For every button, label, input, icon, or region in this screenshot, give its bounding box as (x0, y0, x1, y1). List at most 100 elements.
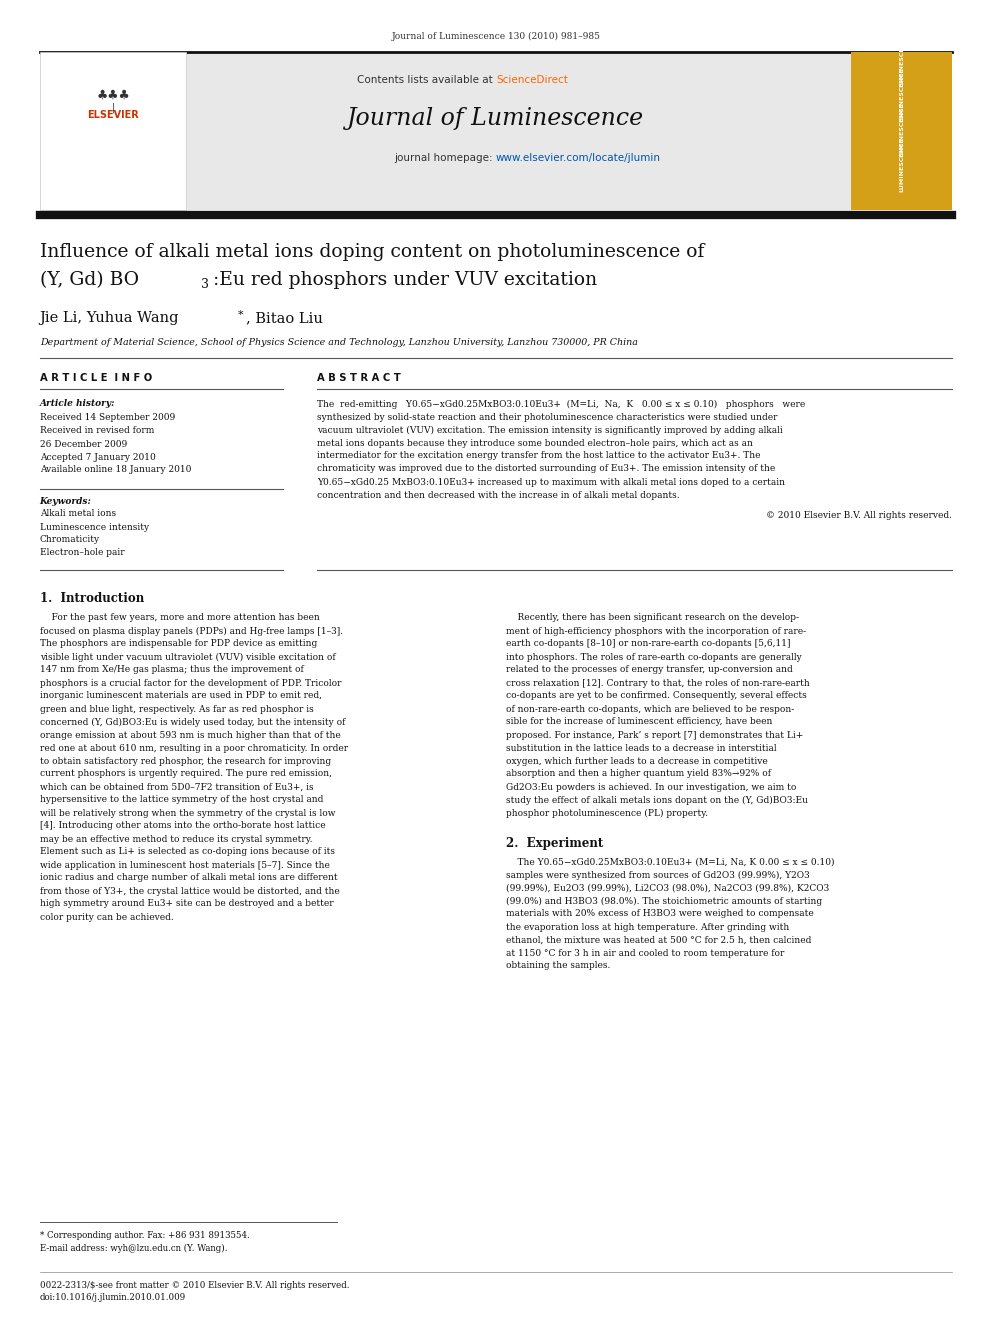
Text: study the effect of alkali metals ions dopant on the (Y, Gd)BO3:Eu: study the effect of alkali metals ions d… (506, 795, 807, 804)
Text: metal ions dopants because they introduce some bounded electron–hole pairs, whic: metal ions dopants because they introduc… (317, 438, 753, 447)
Bar (851, 52, 952, 210)
Bar (40, 52, 186, 210)
Text: A B S T R A C T: A B S T R A C T (317, 373, 401, 382)
Text: ELSEVIER: ELSEVIER (87, 110, 139, 120)
Text: to obtain satisfactory red phosphor, the research for improving: to obtain satisfactory red phosphor, the… (40, 757, 330, 766)
Text: ionic radius and charge number of alkali metal ions are different: ionic radius and charge number of alkali… (40, 873, 337, 882)
Text: Received 14 September 2009: Received 14 September 2009 (40, 414, 175, 422)
Text: |: | (111, 103, 115, 114)
Text: the evaporation loss at high temperature. After grinding with: the evaporation loss at high temperature… (506, 922, 790, 931)
Bar (40, 52, 889, 210)
Text: 147 nm from Xe/He gas plasma; thus the improvement of: 147 nm from Xe/He gas plasma; thus the i… (40, 665, 304, 675)
Text: ment of high-efficiency phosphors with the incorporation of rare-: ment of high-efficiency phosphors with t… (506, 627, 806, 635)
Text: © 2010 Elsevier B.V. All rights reserved.: © 2010 Elsevier B.V. All rights reserved… (766, 512, 952, 520)
Text: sible for the increase of luminescent efficiency, have been: sible for the increase of luminescent ef… (506, 717, 773, 726)
Text: LUMINESCENCE: LUMINESCENCE (899, 103, 905, 157)
Text: LUMINESCENCE: LUMINESCENCE (899, 138, 905, 192)
Text: Gd2O3:Eu powders is achieved. In our investigation, we aim to: Gd2O3:Eu powders is achieved. In our inv… (506, 782, 797, 791)
Text: E-mail address: wyh@lzu.edu.cn (Y. Wang).: E-mail address: wyh@lzu.edu.cn (Y. Wang)… (40, 1244, 227, 1253)
Text: (Y, Gd) BO: (Y, Gd) BO (40, 271, 139, 288)
Text: green and blue light, respectively. As far as red phosphor is: green and blue light, respectively. As f… (40, 705, 313, 713)
Text: synthesized by solid-state reaction and their photoluminescence characteristics : synthesized by solid-state reaction and … (317, 413, 778, 422)
Text: 3: 3 (201, 278, 209, 291)
Text: Department of Material Science, School of Physics Science and Technology, Lanzho: Department of Material Science, School o… (40, 337, 638, 347)
Text: * Corresponding author. Fax: +86 931 8913554.: * Corresponding author. Fax: +86 931 891… (40, 1230, 249, 1240)
Text: The phosphors are indispensable for PDP device as emitting: The phosphors are indispensable for PDP … (40, 639, 316, 648)
Text: current phosphors is urgently required. The pure red emission,: current phosphors is urgently required. … (40, 770, 331, 778)
Text: proposed. For instance, Park’ s report [7] demonstrates that Li+: proposed. For instance, Park’ s report [… (506, 730, 804, 740)
Text: vacuum ultraviolet (VUV) excitation. The emission intensity is significantly imp: vacuum ultraviolet (VUV) excitation. The… (317, 426, 784, 434)
Text: Recently, there has been significant research on the develop-: Recently, there has been significant res… (506, 614, 799, 623)
Text: from those of Y3+, the crystal lattice would be distorted, and the: from those of Y3+, the crystal lattice w… (40, 886, 339, 896)
Text: Article history:: Article history: (40, 400, 115, 409)
Text: inorganic luminescent materials are used in PDP to emit red,: inorganic luminescent materials are used… (40, 692, 321, 700)
Text: *: * (238, 310, 244, 320)
Text: earth co-dopants [8–10] or non-rare-earth co-dopants [5,6,11]: earth co-dopants [8–10] or non-rare-eart… (506, 639, 791, 648)
Text: Influence of alkali metal ions doping content on photoluminescence of: Influence of alkali metal ions doping co… (40, 243, 704, 261)
Text: into phosphors. The roles of rare-earth co-dopants are generally: into phosphors. The roles of rare-earth … (506, 652, 802, 662)
Text: Journal of Luminescence: Journal of Luminescence (347, 106, 645, 130)
Text: Available online 18 January 2010: Available online 18 January 2010 (40, 466, 191, 475)
Text: at 1150 °C for 3 h in air and cooled to room temperature for: at 1150 °C for 3 h in air and cooled to … (506, 949, 785, 958)
Text: cross relaxation [12]. Contrary to that, the roles of non-rare-earth: cross relaxation [12]. Contrary to that,… (506, 679, 809, 688)
Text: LUMINESCENCE: LUMINESCENCE (899, 33, 905, 87)
Text: will be relatively strong when the symmetry of the crystal is low: will be relatively strong when the symme… (40, 808, 335, 818)
Text: Jie Li, Yuhua Wang: Jie Li, Yuhua Wang (40, 311, 180, 325)
Text: Contents lists available at: Contents lists available at (357, 75, 496, 85)
Text: Keywords:: Keywords: (40, 496, 91, 505)
Text: wide application in luminescent host materials [5–7]. Since the: wide application in luminescent host mat… (40, 860, 329, 869)
Text: :Eu red phosphors under VUV excitation: :Eu red phosphors under VUV excitation (213, 271, 597, 288)
Text: ScienceDirect: ScienceDirect (496, 75, 567, 85)
Text: Received in revised form: Received in revised form (40, 426, 154, 435)
Text: (99.0%) and H3BO3 (98.0%). The stoichiometric amounts of starting: (99.0%) and H3BO3 (98.0%). The stoichiom… (506, 897, 822, 905)
Text: ♣♣♣: ♣♣♣ (96, 89, 130, 102)
Text: may be an effective method to reduce its crystal symmetry.: may be an effective method to reduce its… (40, 835, 312, 844)
Text: journal homepage:: journal homepage: (394, 153, 496, 163)
Text: red one at about 610 nm, resulting in a poor chromaticity. In order: red one at about 610 nm, resulting in a … (40, 744, 348, 753)
Text: 1.  Introduction: 1. Introduction (40, 591, 144, 605)
Text: Chromaticity: Chromaticity (40, 536, 100, 545)
Text: visible light under vacuum ultraviolet (VUV) visible excitation of: visible light under vacuum ultraviolet (… (40, 652, 335, 662)
Text: For the past few years, more and more attention has been: For the past few years, more and more at… (40, 614, 319, 623)
Text: hypersensitive to the lattice symmetry of the host crystal and: hypersensitive to the lattice symmetry o… (40, 795, 323, 804)
Text: related to the processes of energy transfer, up-conversion and: related to the processes of energy trans… (506, 665, 793, 675)
Text: oxygen, which further leads to a decrease in competitive: oxygen, which further leads to a decreas… (506, 757, 768, 766)
Text: phosphor photoluminescence (PL) property.: phosphor photoluminescence (PL) property… (506, 808, 708, 818)
Text: phosphors is a crucial factor for the development of PDP. Tricolor: phosphors is a crucial factor for the de… (40, 679, 341, 688)
Text: orange emission at about 593 nm is much higher than that of the: orange emission at about 593 nm is much … (40, 730, 340, 740)
Text: [4]. Introducing other atoms into the ortho-borate host lattice: [4]. Introducing other atoms into the or… (40, 822, 325, 831)
Text: The Y0.65−xGd0.25MxBO3:0.10Eu3+ (M=Li, Na, K 0.00 ≤ x ≤ 0.10): The Y0.65−xGd0.25MxBO3:0.10Eu3+ (M=Li, N… (506, 857, 834, 867)
Text: samples were synthesized from sources of Gd2O3 (99.99%), Y2O3: samples were synthesized from sources of… (506, 871, 809, 880)
Text: Electron–hole pair: Electron–hole pair (40, 549, 124, 557)
Text: Journal of Luminescence 130 (2010) 981–985: Journal of Luminescence 130 (2010) 981–9… (392, 32, 600, 41)
Text: materials with 20% excess of H3BO3 were weighed to compensate: materials with 20% excess of H3BO3 were … (506, 909, 813, 918)
Text: of non-rare-earth co-dopants, which are believed to be respon-: of non-rare-earth co-dopants, which are … (506, 705, 795, 713)
Text: Accepted 7 January 2010: Accepted 7 January 2010 (40, 452, 156, 462)
Text: co-dopants are yet to be confirmed. Consequently, several effects: co-dopants are yet to be confirmed. Cons… (506, 692, 806, 700)
Text: 2.  Experiment: 2. Experiment (506, 837, 603, 851)
Text: Y0.65−xGd0.25 MxBO3:0.10Eu3+ increased up to maximum with alkali metal ions dope: Y0.65−xGd0.25 MxBO3:0.10Eu3+ increased u… (317, 478, 786, 487)
Text: focused on plasma display panels (PDPs) and Hg-free lamps [1–3].: focused on plasma display panels (PDPs) … (40, 626, 343, 635)
Text: , Bitao Liu: , Bitao Liu (246, 311, 322, 325)
Text: chromaticity was improved due to the distorted surrounding of Eu3+. The emission: chromaticity was improved due to the dis… (317, 464, 776, 474)
Text: 26 December 2009: 26 December 2009 (40, 439, 127, 448)
Text: The  red-emitting   Y0.65−xGd0.25MxBO3:0.10Eu3+  (M=Li,  Na,  K   0.00 ≤ x ≤ 0.1: The red-emitting Y0.65−xGd0.25MxBO3:0.10… (317, 400, 806, 409)
Text: Luminescence intensity: Luminescence intensity (40, 523, 149, 532)
Text: A R T I C L E  I N F O: A R T I C L E I N F O (40, 373, 152, 382)
Text: which can be obtained from 5D0–7F2 transition of Eu3+, is: which can be obtained from 5D0–7F2 trans… (40, 782, 313, 791)
Text: absorption and then a higher quantum yield 83%→92% of: absorption and then a higher quantum yie… (506, 770, 771, 778)
Text: concentration and then decreased with the increase in of alkali metal dopants.: concentration and then decreased with th… (317, 491, 681, 500)
Text: ethanol, the mixture was heated at 500 °C for 2.5 h, then calcined: ethanol, the mixture was heated at 500 °… (506, 935, 811, 945)
Text: Element such as Li+ is selected as co-doping ions because of its: Element such as Li+ is selected as co-do… (40, 848, 334, 856)
Text: doi:10.1016/j.jlumin.2010.01.009: doi:10.1016/j.jlumin.2010.01.009 (40, 1294, 186, 1303)
Text: concerned (Y, Gd)BO3:Eu is widely used today, but the intensity of: concerned (Y, Gd)BO3:Eu is widely used t… (40, 717, 345, 726)
Text: LUMINESCENCE: LUMINESCENCE (899, 67, 905, 122)
Text: Alkali metal ions: Alkali metal ions (40, 509, 116, 519)
Text: substitution in the lattice leads to a decrease in interstitial: substitution in the lattice leads to a d… (506, 744, 777, 753)
Text: (99.99%), Eu2O3 (99.99%), Li2CO3 (98.0%), Na2CO3 (99.8%), K2CO3: (99.99%), Eu2O3 (99.99%), Li2CO3 (98.0%)… (506, 884, 829, 893)
Text: obtaining the samples.: obtaining the samples. (506, 962, 610, 971)
Text: www.elsevier.com/locate/jlumin: www.elsevier.com/locate/jlumin (496, 153, 661, 163)
Text: color purity can be achieved.: color purity can be achieved. (40, 913, 174, 922)
Text: 0022-2313/$-see front matter © 2010 Elsevier B.V. All rights reserved.: 0022-2313/$-see front matter © 2010 Else… (40, 1281, 349, 1290)
Text: high symmetry around Eu3+ site can be destroyed and a better: high symmetry around Eu3+ site can be de… (40, 900, 333, 909)
